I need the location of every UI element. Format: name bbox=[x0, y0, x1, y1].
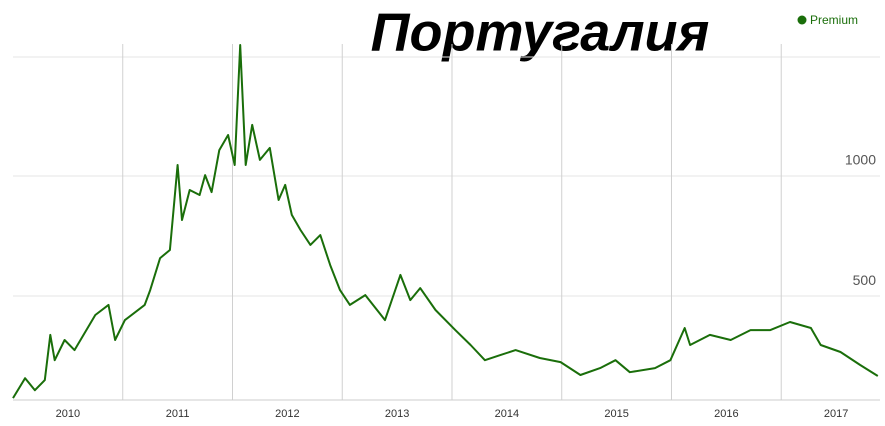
x-tick-label: 2015 bbox=[604, 408, 628, 420]
y-tick-label: 500 bbox=[853, 272, 877, 288]
y-tick-label: 1000 bbox=[845, 152, 876, 168]
x-tick-label: 2017 bbox=[824, 408, 848, 420]
x-tick-label: 2016 bbox=[714, 408, 738, 420]
x-tick-label: 2013 bbox=[385, 408, 409, 420]
x-tick-label: 2010 bbox=[56, 408, 80, 420]
x-tick-label: 2014 bbox=[495, 408, 519, 420]
legend-label: Premium bbox=[810, 13, 858, 27]
line-series bbox=[12, 44, 879, 399]
chart-title: Португалия bbox=[371, 2, 710, 62]
x-tick-label: 2012 bbox=[275, 408, 299, 420]
legend-marker bbox=[797, 15, 807, 25]
x-tick-label: 2011 bbox=[166, 408, 190, 420]
plot: 500 1000 2010 2011 2012 2013 2014 2015 2016 2017 P… bbox=[12, 13, 880, 420]
